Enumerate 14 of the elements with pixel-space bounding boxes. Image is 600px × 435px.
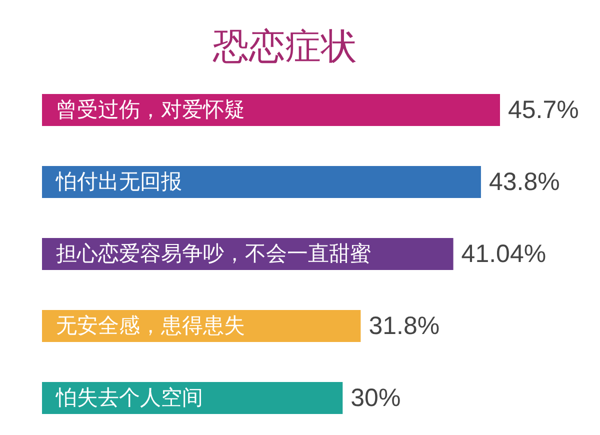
- y-tick-label: 曾受过伤，对爱怀疑: [56, 98, 245, 122]
- y-tick-label: 怕失去个人空间: [55, 386, 203, 410]
- y-tick-label: 担心恋爱容易争吵，不会一直甜蜜: [56, 242, 371, 266]
- data-label: 43.8%: [488, 168, 560, 196]
- y-tick-label: 怕付出无回报: [55, 170, 182, 194]
- data-label: 45.7%: [508, 96, 579, 124]
- bar: [42, 94, 500, 126]
- data-label: 31.8%: [368, 312, 440, 340]
- data-label: 41.04%: [461, 240, 546, 268]
- data-label: 30%: [350, 384, 401, 412]
- bar: [42, 382, 343, 414]
- y-tick-label: 无安全感，患得患失: [56, 314, 245, 338]
- chart-title: 恐恋症状: [212, 26, 357, 66]
- bar: [42, 166, 481, 198]
